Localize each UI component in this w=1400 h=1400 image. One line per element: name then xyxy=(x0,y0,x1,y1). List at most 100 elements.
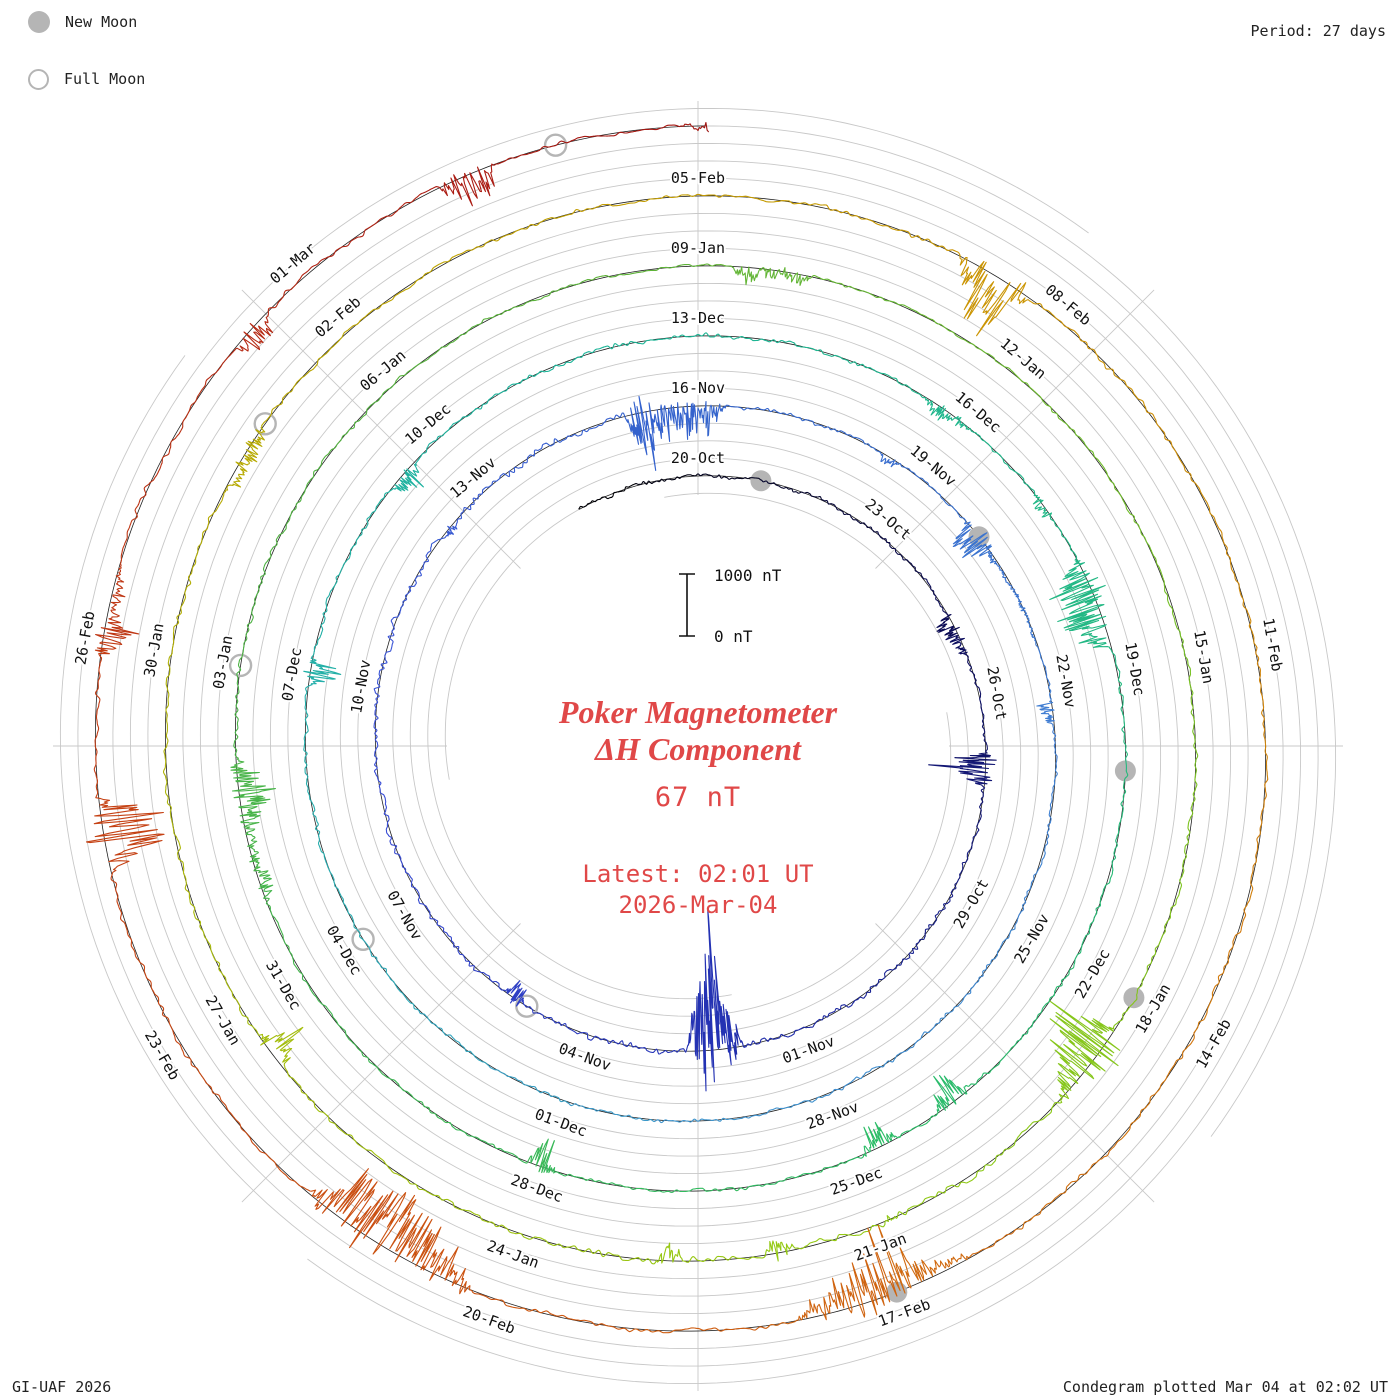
full-moon-legend-row: Full Moon xyxy=(28,65,145,93)
new-moon-label: New Moon xyxy=(65,13,138,31)
trace-segment xyxy=(372,1192,498,1300)
trace-segment xyxy=(852,436,923,480)
date-label: 19-Nov xyxy=(907,441,960,490)
trace-segment xyxy=(95,504,140,645)
trace-segment xyxy=(430,489,484,548)
grid-spiral-line xyxy=(112,142,1319,1385)
trace-segment xyxy=(760,479,823,501)
trace-segment xyxy=(202,422,266,534)
full-moon-icon xyxy=(28,68,49,90)
trace-segment xyxy=(821,499,879,533)
trace-segment xyxy=(757,1225,874,1262)
trace-segment xyxy=(482,442,547,491)
trace-segment xyxy=(487,1064,569,1104)
date-label: 26-Feb xyxy=(71,610,98,666)
trace-segment xyxy=(1146,411,1217,524)
date-label: 17-Feb xyxy=(876,1295,933,1330)
date-label: 16-Dec xyxy=(952,388,1005,437)
trace-segment xyxy=(697,332,795,344)
date-label: 10-Nov xyxy=(347,658,374,714)
trace-segment xyxy=(571,193,699,215)
scale-bar-line xyxy=(679,573,695,637)
trace-segment xyxy=(653,1117,743,1124)
trace-segment xyxy=(417,1009,489,1066)
date-label: 23-Oct xyxy=(862,495,915,544)
trace-segment xyxy=(409,1183,522,1235)
trace-segment xyxy=(1179,774,1198,891)
trace-segment xyxy=(483,279,589,320)
trace-segment xyxy=(324,857,364,941)
date-label: 24-Jan xyxy=(484,1237,541,1272)
credit-label: GI-UAF 2026 xyxy=(12,1378,112,1396)
date-label: 01-Dec xyxy=(532,1105,589,1140)
trace-segment xyxy=(637,1242,759,1265)
trace-segment xyxy=(362,938,419,1011)
date-label: 20-Feb xyxy=(461,1302,518,1337)
trace-segment xyxy=(1092,451,1152,552)
trace-segment xyxy=(950,829,980,893)
date-label: 04-Nov xyxy=(556,1039,613,1074)
baseline-spiral xyxy=(95,125,1266,1332)
trace-segment xyxy=(1193,908,1247,1034)
trace-segment xyxy=(933,1044,1016,1112)
trace-segment xyxy=(578,483,637,510)
new-moon-marker xyxy=(1123,987,1145,1009)
trace-segment xyxy=(921,478,974,550)
trace-segment xyxy=(872,1170,979,1228)
new-moon-marker xyxy=(750,470,772,492)
date-label: 12-Jan xyxy=(997,334,1050,383)
trace-segment xyxy=(619,395,699,471)
date-label: 16-Nov xyxy=(671,379,725,397)
trace-segment xyxy=(1073,869,1114,964)
trace-segment xyxy=(590,1035,663,1055)
trace-segment xyxy=(922,577,960,639)
trace-segment xyxy=(451,213,573,258)
plotted-timestamp-label: Condegram plotted Mar 04 at 02:02 UT xyxy=(1062,1378,1388,1396)
trace-segment xyxy=(258,874,304,975)
trace-segment xyxy=(1015,1141,1119,1230)
new-moon-legend-row: New Moon xyxy=(28,8,145,36)
trace-segment xyxy=(320,383,395,466)
trace-segment xyxy=(963,928,1016,998)
trace-segment xyxy=(397,546,432,618)
date-label: 07-Dec xyxy=(278,646,305,702)
trace-segment xyxy=(437,383,517,438)
trace-segment xyxy=(423,903,471,963)
trace-segment xyxy=(164,776,191,899)
date-label: 10-Dec xyxy=(401,400,454,449)
trace-segment xyxy=(629,1326,767,1334)
trace-segment xyxy=(1014,849,1046,930)
trace-segment xyxy=(602,333,699,350)
trace-segment xyxy=(567,1102,655,1123)
trace-segment xyxy=(1215,522,1258,649)
trace-segment xyxy=(962,532,1022,608)
date-label: 06-Jan xyxy=(356,346,409,395)
trace-segment xyxy=(793,342,886,375)
date-label: 08-Feb xyxy=(1042,281,1095,330)
trace-segment xyxy=(586,263,699,281)
date-label: 30-Jan xyxy=(140,622,167,678)
trace-segment xyxy=(877,1224,1017,1294)
trace-segment xyxy=(267,464,322,562)
trace-segment xyxy=(661,908,734,1092)
trace-segment xyxy=(954,695,997,764)
trace-segment xyxy=(1019,606,1051,685)
trace-segment xyxy=(697,263,810,286)
trace-segment xyxy=(120,918,181,1046)
full-moon-marker xyxy=(253,412,277,436)
trace-segment xyxy=(977,1088,1070,1172)
trace-segment xyxy=(375,436,439,508)
trace-segment xyxy=(367,1057,451,1124)
trace-segment xyxy=(303,677,325,770)
trace-segment xyxy=(332,506,378,590)
trace-segment xyxy=(93,641,123,782)
trace-segment xyxy=(189,897,241,1012)
trace-segment xyxy=(808,274,917,312)
magnetometer-trace-layer xyxy=(85,121,1269,1334)
trace-segment xyxy=(1056,318,1148,413)
grid-spoke-line xyxy=(875,923,1155,1203)
trace-segment xyxy=(237,559,269,666)
grid-spiral-line xyxy=(77,107,1284,1350)
scale-top-label: 1000 nT xyxy=(714,566,782,585)
trace-segment xyxy=(877,531,924,579)
